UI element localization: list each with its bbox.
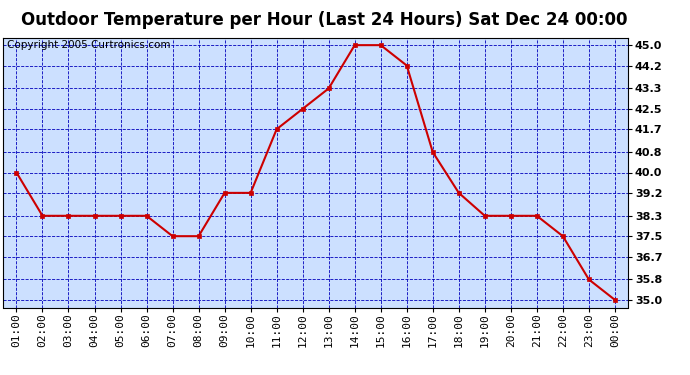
Text: Copyright 2005 Curtronics.com: Copyright 2005 Curtronics.com xyxy=(7,40,170,50)
Text: Outdoor Temperature per Hour (Last 24 Hours) Sat Dec 24 00:00: Outdoor Temperature per Hour (Last 24 Ho… xyxy=(21,11,627,29)
